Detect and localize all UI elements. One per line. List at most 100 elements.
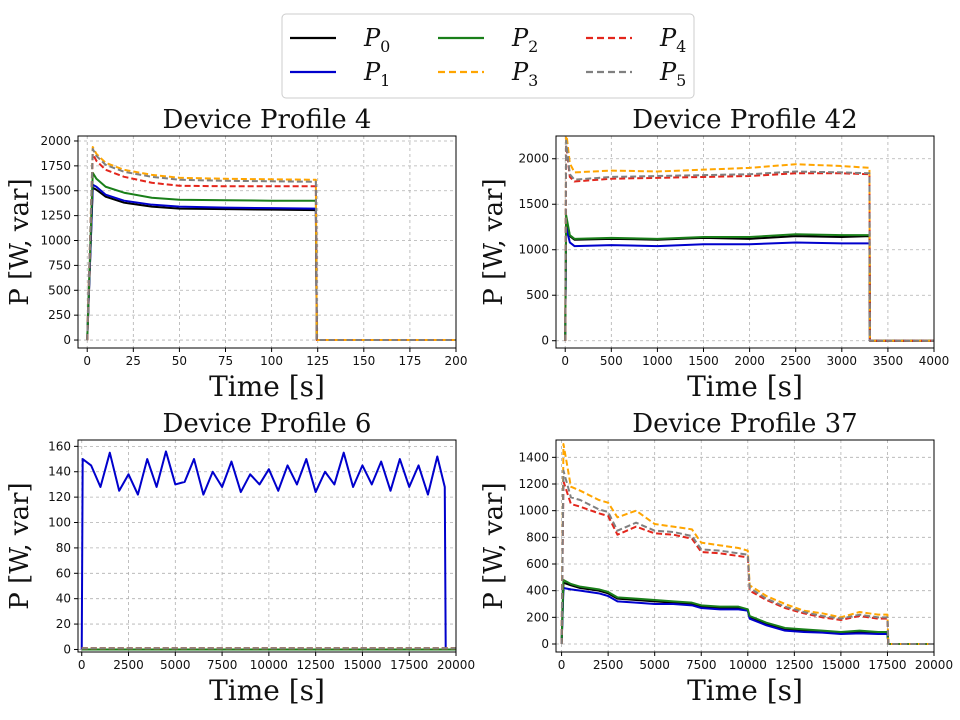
y-tick-label: 60 bbox=[56, 566, 71, 580]
legend-frame bbox=[281, 13, 695, 99]
y-axis-label: P [W, var] bbox=[479, 178, 509, 305]
y-tick-label: 1750 bbox=[40, 159, 71, 173]
x-tick-label: 3500 bbox=[873, 354, 904, 368]
axes-frame bbox=[555, 135, 935, 349]
y-tick-label: 2000 bbox=[518, 152, 549, 166]
y-tick-label: 1200 bbox=[518, 477, 549, 491]
chart-panel-1: 0 25 50 75 100 125 150 175 200025050075010001250… bbox=[5, 105, 467, 403]
series-line-p1 bbox=[80, 450, 456, 651]
x-tick-label: 500 bbox=[600, 354, 623, 368]
y-tick-label: 250 bbox=[48, 308, 71, 322]
chart-title: Device Profile 4 bbox=[163, 105, 372, 135]
series-line-p1 bbox=[560, 587, 934, 645]
legend-label-base: P bbox=[511, 24, 529, 52]
x-tick-label: 25 bbox=[126, 354, 141, 368]
legend-label-sub: 4 bbox=[676, 37, 686, 56]
legend-label-base: P bbox=[659, 24, 677, 52]
y-tick-label: 1000 bbox=[40, 234, 71, 248]
series-line-p5 bbox=[564, 139, 934, 342]
y-tick-label: 80 bbox=[56, 541, 71, 555]
x-tick-label: 2000 bbox=[734, 354, 765, 368]
series-line-p3 bbox=[564, 136, 934, 342]
legend-label-p4: P4 bbox=[659, 24, 686, 56]
legend-label-p1: P1 bbox=[363, 58, 390, 90]
y-tick-label: 0 bbox=[541, 637, 549, 651]
series-group bbox=[560, 443, 934, 645]
x-tick-label: 175 bbox=[398, 354, 421, 368]
chart-title: Device Profile 42 bbox=[632, 105, 857, 135]
x-tick-label: 75 bbox=[218, 354, 233, 368]
y-tick-label: 40 bbox=[56, 592, 71, 606]
legend-label-p5: P5 bbox=[659, 58, 686, 90]
legend-label-p2: P2 bbox=[511, 24, 538, 56]
y-tick-label: 1000 bbox=[518, 504, 549, 518]
x-tick-label: 1000 bbox=[642, 354, 673, 368]
x-tick-label: 125 bbox=[306, 354, 329, 368]
x-tick-label: 10000 bbox=[250, 658, 288, 672]
chart-title: Device Profile 37 bbox=[632, 409, 857, 439]
x-tick-label: 10000 bbox=[729, 658, 767, 672]
y-tick-label: 20 bbox=[56, 617, 71, 631]
x-tick-label: 2500 bbox=[780, 354, 811, 368]
y-tick-label: 0 bbox=[63, 333, 71, 347]
chart-panel-2: 0 500 1000 1500 2000 2500 3000 3500 4000 0 500 1000… bbox=[479, 105, 949, 403]
x-tick-label: 7500 bbox=[207, 658, 238, 672]
y-tick-label: 1500 bbox=[40, 184, 71, 198]
y-tick-label: 1400 bbox=[518, 450, 549, 464]
series-line-p2 bbox=[560, 579, 934, 645]
y-tick-label: 1500 bbox=[518, 197, 549, 211]
x-tick-label: 0 bbox=[561, 354, 569, 368]
panels: 0 25 50 75 100 125 150 175 200025050075010001250… bbox=[5, 105, 953, 707]
y-axis-label: P [W, var] bbox=[479, 482, 509, 609]
y-tick-label: 160 bbox=[48, 439, 71, 453]
x-tick-label: 50 bbox=[172, 354, 187, 368]
series-line-p4 bbox=[560, 480, 934, 645]
y-tick-label: 400 bbox=[526, 584, 549, 598]
chart-panel-3: 0 2500 5000 7500 10000 12500 15000 17500 20000 0 2… bbox=[5, 409, 475, 707]
y-tick-label: 1000 bbox=[518, 243, 549, 257]
series-group bbox=[564, 136, 934, 342]
y-tick-label: 0 bbox=[63, 642, 71, 656]
axes-frame bbox=[555, 439, 935, 653]
y-tick-label: 140 bbox=[48, 465, 71, 479]
x-tick-label: 17500 bbox=[868, 658, 906, 672]
series-line-p0 bbox=[560, 581, 934, 645]
x-axis-label: Time [s] bbox=[209, 370, 325, 403]
series-line-p5 bbox=[560, 469, 934, 645]
legend-label-sub: 2 bbox=[528, 37, 538, 56]
legend-label-base: P bbox=[363, 24, 381, 52]
series-line-p3 bbox=[560, 443, 934, 645]
x-tick-label: 0 bbox=[78, 658, 86, 672]
x-tick-label: 0 bbox=[83, 354, 91, 368]
x-axis-label: Time [s] bbox=[209, 674, 325, 707]
legend-label-base: P bbox=[511, 58, 529, 86]
x-tick-label: 7500 bbox=[686, 658, 717, 672]
x-tick-label: 200 bbox=[445, 354, 468, 368]
x-tick-label: 5000 bbox=[160, 658, 191, 672]
x-axis-label: Time [s] bbox=[687, 674, 803, 707]
series-group bbox=[86, 145, 456, 342]
x-tick-label: 5000 bbox=[639, 658, 670, 672]
y-tick-label: 750 bbox=[48, 258, 71, 272]
series-line-p3 bbox=[86, 145, 456, 342]
y-axis-label: P [W, var] bbox=[5, 178, 35, 305]
y-tick-label: 600 bbox=[526, 557, 549, 571]
x-tick-label: 20000 bbox=[915, 658, 953, 672]
y-axis-label: P [W, var] bbox=[5, 482, 35, 609]
y-tick-label: 800 bbox=[526, 530, 549, 544]
y-tick-label: 500 bbox=[526, 288, 549, 302]
series-line-p5 bbox=[86, 147, 456, 342]
y-tick-label: 100 bbox=[48, 516, 71, 530]
y-tick-label: 1250 bbox=[40, 209, 71, 223]
x-tick-label: 15000 bbox=[343, 658, 381, 672]
x-axis-label: Time [s] bbox=[687, 370, 803, 403]
x-tick-label: 4000 bbox=[919, 354, 950, 368]
x-tick-label: 2500 bbox=[113, 658, 144, 672]
x-tick-label: 0 bbox=[558, 658, 566, 672]
y-tick-label: 2000 bbox=[40, 134, 71, 148]
x-tick-label: 1500 bbox=[688, 354, 719, 368]
series-group bbox=[80, 450, 456, 651]
x-tick-label: 150 bbox=[352, 354, 375, 368]
